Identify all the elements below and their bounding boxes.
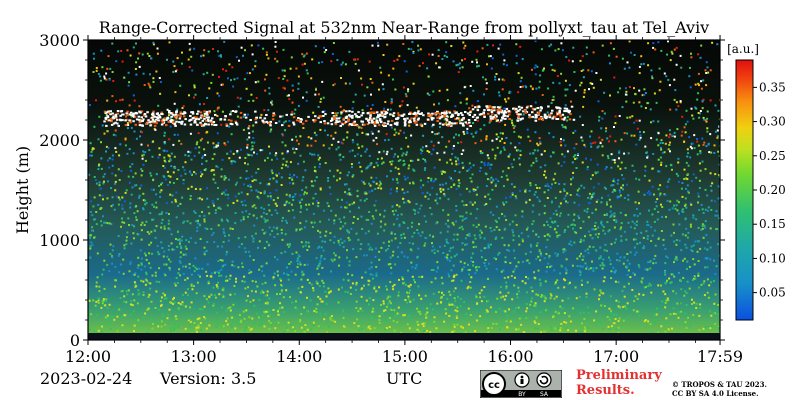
utc-label: UTC — [386, 369, 423, 388]
x-tick-label: 13:00 — [171, 347, 217, 366]
heatmap-pixels — [88, 40, 720, 340]
x-axis: 12:00 13:00 14:00 15:00 16:00 17:00 17:59 — [65, 35, 743, 366]
colorbar-tick-label: 0.35 — [759, 80, 786, 94]
colorbar — [735, 59, 754, 321]
heatmap-area — [88, 40, 720, 340]
colorbar-tick-label: 0.25 — [759, 149, 786, 163]
x-tick-label: 15:00 — [382, 347, 428, 366]
y-tick-label: 0 — [70, 331, 80, 350]
sa-label: SA — [540, 391, 549, 398]
plot-frame — [87, 39, 721, 341]
colorbar-tick-label: 0.30 — [759, 115, 786, 129]
by-person-body — [520, 379, 524, 384]
y-axis-label: Height (m) — [13, 146, 32, 234]
preliminary-results-label: Preliminary Results. — [576, 368, 662, 398]
colorbar-tick-label: 0.05 — [759, 286, 786, 300]
x-tick-label: 12:00 — [65, 347, 111, 366]
by-person-head — [520, 375, 524, 379]
colorbar-tick-label: 0.15 — [759, 217, 786, 231]
by-label: BY — [518, 391, 526, 398]
x-tick-label: 17:00 — [593, 347, 639, 366]
x-tick-label: 16:00 — [487, 347, 533, 366]
y-tick-label: 3000 — [39, 31, 80, 50]
cc-icon — [482, 372, 506, 396]
near-ground-band — [88, 333, 720, 340]
colorbar-tick-label: 0.10 — [759, 251, 786, 265]
chart-title: Range-Corrected Signal at 532nm Near-Ran… — [99, 18, 709, 37]
y-tick-label: 2000 — [39, 131, 80, 150]
cc-by-sa-license-badge: cc BY SA — [480, 370, 562, 398]
colorbar-unit-label: [a.u.] — [727, 42, 759, 56]
x-tick-label: 14:00 — [276, 347, 322, 366]
y-tick-label: 1000 — [39, 231, 80, 250]
version-label: Version: 3.5 — [160, 369, 257, 388]
cc-icon-text: cc — [488, 380, 500, 391]
copyright-notice: © TROPOS & TAU 2023. CC BY SA 4.0 Licens… — [672, 380, 767, 398]
y-axis: 0 1000 2000 3000 — [39, 31, 725, 350]
x-tick-label: 17:59 — [697, 347, 743, 366]
colorbar-ticks: 0.05 0.10 0.15 0.20 0.25 0.30 0.35 — [753, 80, 786, 300]
date-label: 2023-02-24 — [40, 369, 133, 388]
colorbar-tick-label: 0.20 — [759, 183, 786, 197]
sa-icon — [536, 372, 552, 388]
sa-arrow-icon — [539, 375, 549, 385]
